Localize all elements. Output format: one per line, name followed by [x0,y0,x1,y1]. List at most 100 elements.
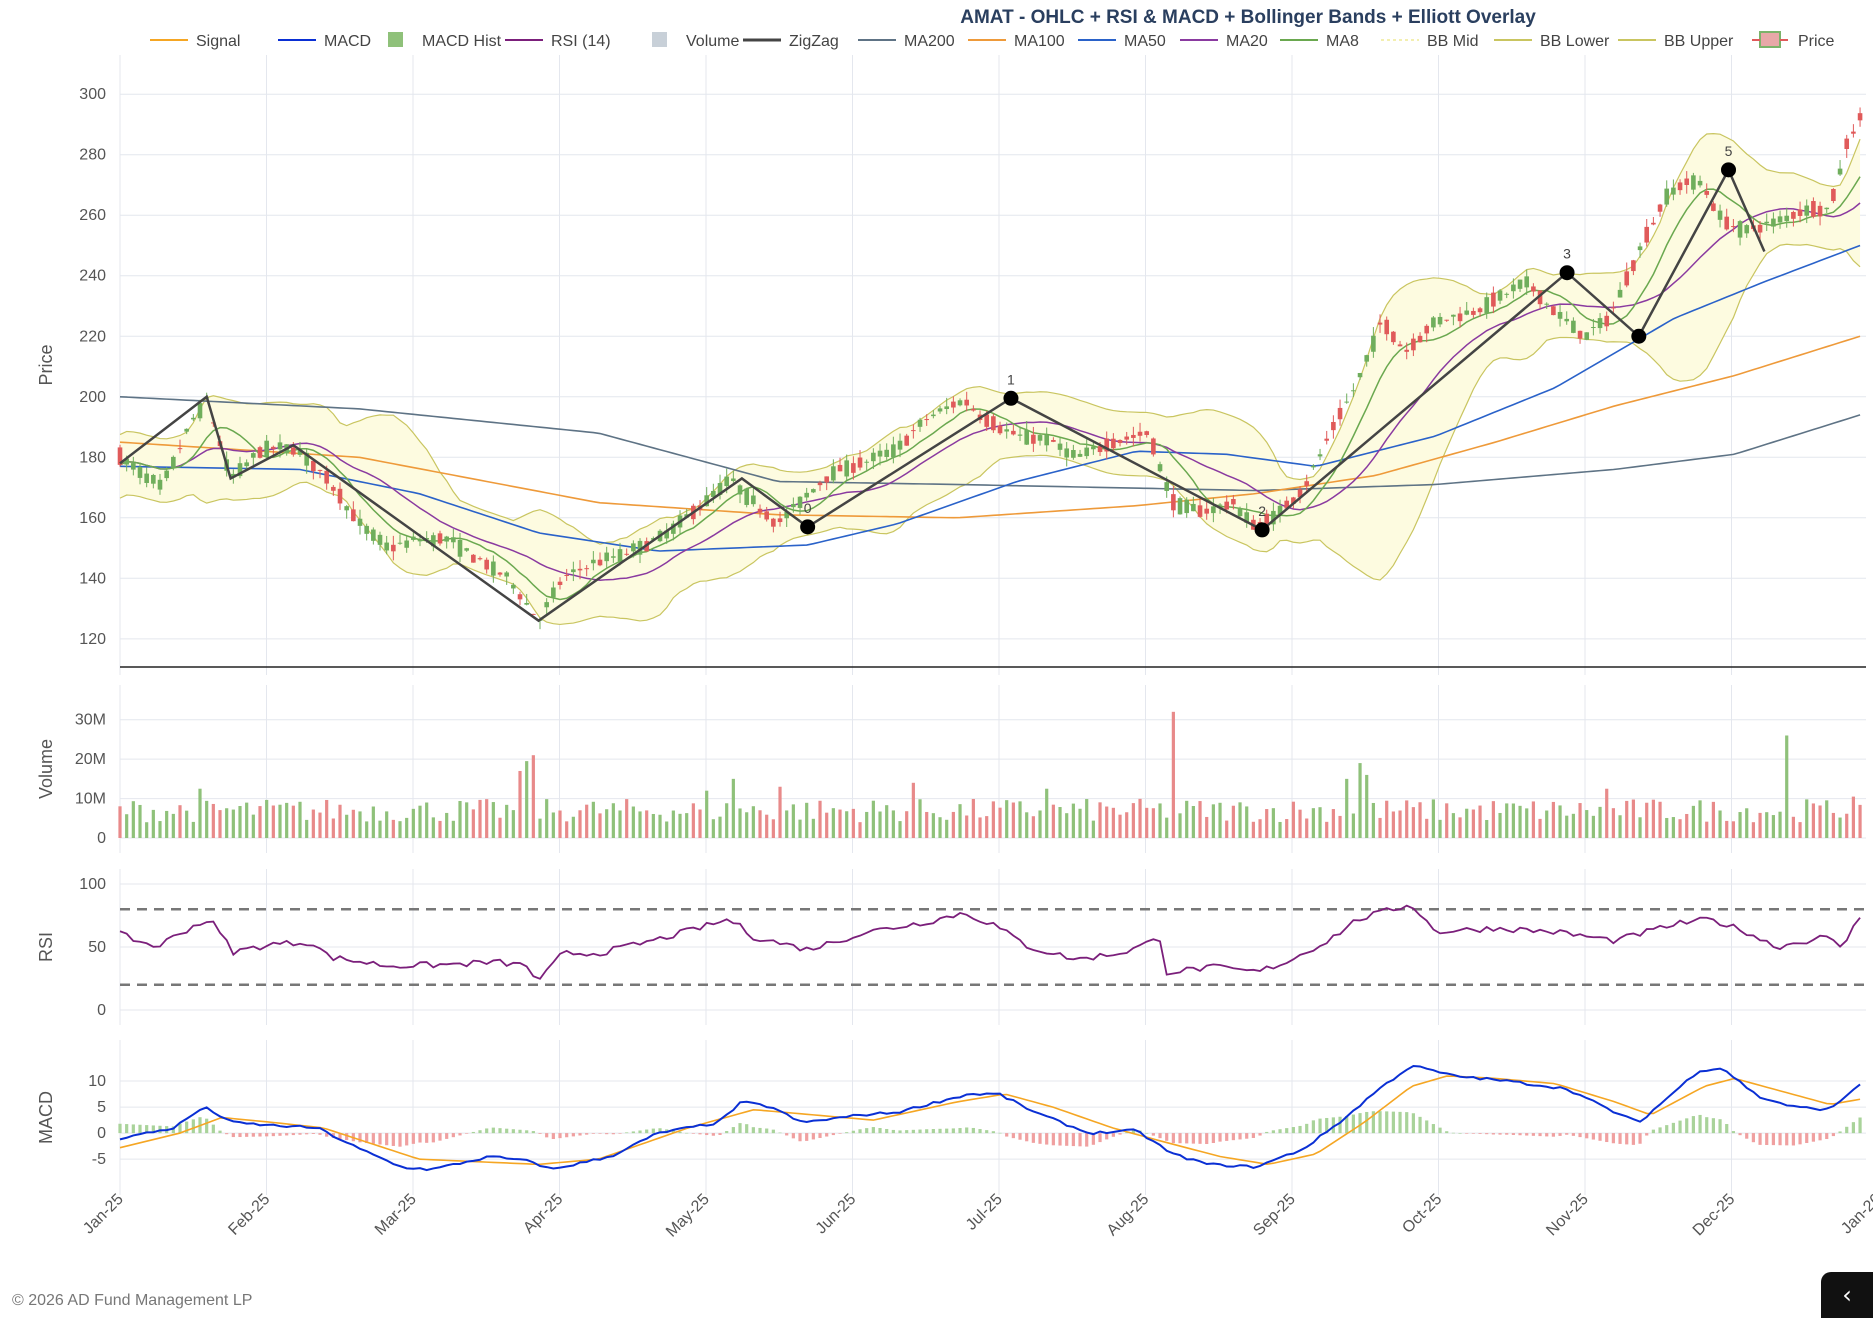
macd-hist-bar [1491,1133,1495,1135]
volume-bar [478,799,482,838]
volume-bar [1478,805,1482,838]
legend-item-rsi-14-[interactable]: RSI (14) [505,33,611,50]
price-candle [1577,330,1583,339]
price-candle [871,452,876,462]
volume-bar [1165,817,1169,838]
price-candle [1364,355,1370,362]
price-candle [837,464,843,472]
legend-label: ZigZag [789,33,839,50]
price-candle [1077,453,1083,457]
macd-hist-bar [551,1133,555,1140]
price-candle [1691,175,1696,190]
elliott-wave-point [1559,265,1575,281]
price-candle [944,406,949,410]
legend-item-macd[interactable]: MACD [278,33,371,50]
macd-hist-bar [1265,1131,1269,1134]
axes: Jan-25 Feb-25 Mar-25 Apr-25 May-25 Jun-25 Jul-… [36,86,1873,1240]
legend[interactable]: Signal MACD MACD Hist RSI (14) Volume ZigZag M… [150,31,1835,50]
legend-item-signal[interactable]: Signal [150,33,240,50]
price-candle [1177,498,1183,515]
legend-item-ma20[interactable]: MA20 [1180,33,1268,50]
legend-item-price[interactable]: Price [1752,31,1835,50]
volume-bar [918,799,922,838]
volume-bar [378,820,382,838]
price-candle [824,476,829,483]
price-candle [811,489,816,493]
price-candle [1637,246,1643,251]
volume-bar [1365,774,1369,838]
macd-hist-bar [851,1130,855,1134]
volume-bar [1451,813,1455,838]
macd-hist-bar [225,1133,229,1135]
legend-item-bb-mid[interactable]: BB Mid [1381,33,1479,50]
legend-label: Volume [686,33,739,50]
price-candle [1037,435,1043,441]
legend-item-ma50[interactable]: MA50 [1078,33,1166,50]
macd-hist-bar [631,1131,635,1134]
macd-hist-bar [1211,1133,1215,1144]
price-candle [237,463,243,477]
macd-hist-bar [885,1128,889,1134]
price-candle [264,440,269,457]
legend-item-zigzag[interactable]: ZigZag [743,33,839,50]
price-candle [1311,465,1316,468]
volume-bar [365,821,369,838]
legend-item-bb-lower[interactable]: BB Lower [1494,33,1610,50]
volume-bar [1025,812,1029,838]
legend-item-bb-upper[interactable]: BB Upper [1618,33,1734,50]
macd-hist-bar [971,1127,975,1134]
price-candle [1057,443,1063,450]
price-candle [591,559,596,564]
price-candle [1164,482,1170,491]
volume-bar [525,761,529,838]
price-candle [1737,221,1743,238]
legend-label: MA50 [1124,33,1166,50]
price-candle [1464,310,1470,315]
volume-bar [1791,816,1795,838]
macd-hist-bar [525,1130,529,1134]
macd-hist-bar [445,1133,449,1139]
volume-bar [1171,711,1175,838]
price-candle [1451,314,1456,317]
macd-hist-bar [1671,1122,1675,1134]
macd-hist-bar [598,1133,602,1134]
volume-panel[interactable] [118,711,1862,838]
volume-bar [371,806,375,838]
volume-bar [938,817,942,838]
macd-hist-bar [125,1124,129,1134]
macd-hist-bar [511,1129,515,1134]
volume-bar [791,804,795,838]
volume-bar [1271,808,1275,838]
macd-hist-bar [985,1130,989,1134]
price-candle [1391,331,1396,343]
price-candle [1237,508,1243,517]
legend-item-macd-hist[interactable]: MACD Hist [388,32,502,50]
price-candle [337,488,343,504]
legend-label: RSI (14) [551,33,611,50]
price-panel[interactable]: 0 1 2 3 5 [117,107,1863,630]
price-candle [991,416,996,431]
legend-item-ma8[interactable]: MA8 [1280,33,1359,50]
macd-hist-bar [1658,1127,1662,1134]
legend-item-ma100[interactable]: MA100 [968,33,1065,50]
price-candle [571,569,576,573]
macd-hist-bar [538,1133,542,1134]
chevron-left-icon[interactable]: ‹ [1821,1272,1873,1318]
volume-bar [1618,815,1622,838]
y-tick-label: 0 [97,1002,106,1019]
legend-item-ma200[interactable]: MA200 [858,33,955,50]
price-candle [1757,224,1763,233]
macd-hist-bar [645,1129,649,1134]
volume-bar [1405,800,1409,838]
legend-item-volume[interactable]: Volume [652,32,739,50]
volume-bar [945,819,949,838]
volume-bar [1318,807,1322,838]
macd-hist-bar [1791,1133,1795,1146]
volume-bar [1078,808,1082,838]
price-candle [1697,180,1703,186]
macd-panel[interactable] [118,1064,1862,1172]
volume-bar [825,812,829,838]
volume-bar [691,803,695,838]
rsi-panel[interactable] [119,904,1866,987]
macd-hist-bar [378,1133,382,1145]
